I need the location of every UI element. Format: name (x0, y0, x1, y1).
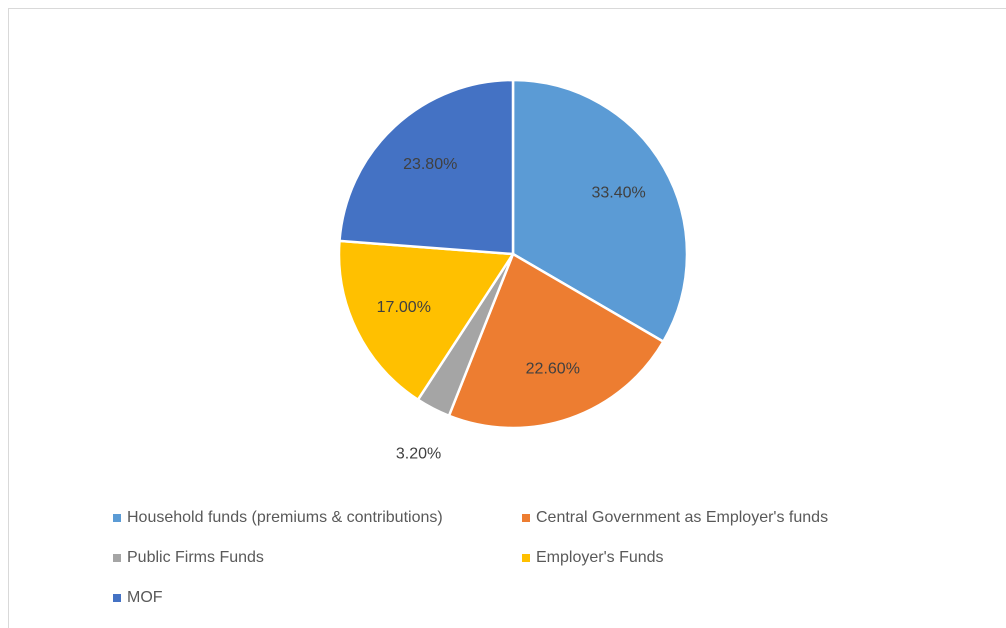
data-label-household-funds: 33.40% (591, 185, 645, 202)
data-label-mof: 23.80% (403, 156, 457, 173)
pie-slice-mof (338, 78, 515, 256)
pie-slice-central-government-employer-funds (447, 252, 665, 430)
data-label-public-firms-funds: 3.20% (396, 446, 441, 463)
pie-data-labels: 33.40% 22.60% 3.20% 17.00% 23.80% (377, 156, 646, 463)
pie-slices (337, 78, 689, 430)
data-label-employers-funds: 17.00% (377, 299, 431, 316)
pie-slice-household-funds (511, 78, 689, 343)
data-label-central-government-employer-funds: 22.60% (526, 360, 580, 377)
pie-slice-employers-funds (337, 239, 515, 401)
